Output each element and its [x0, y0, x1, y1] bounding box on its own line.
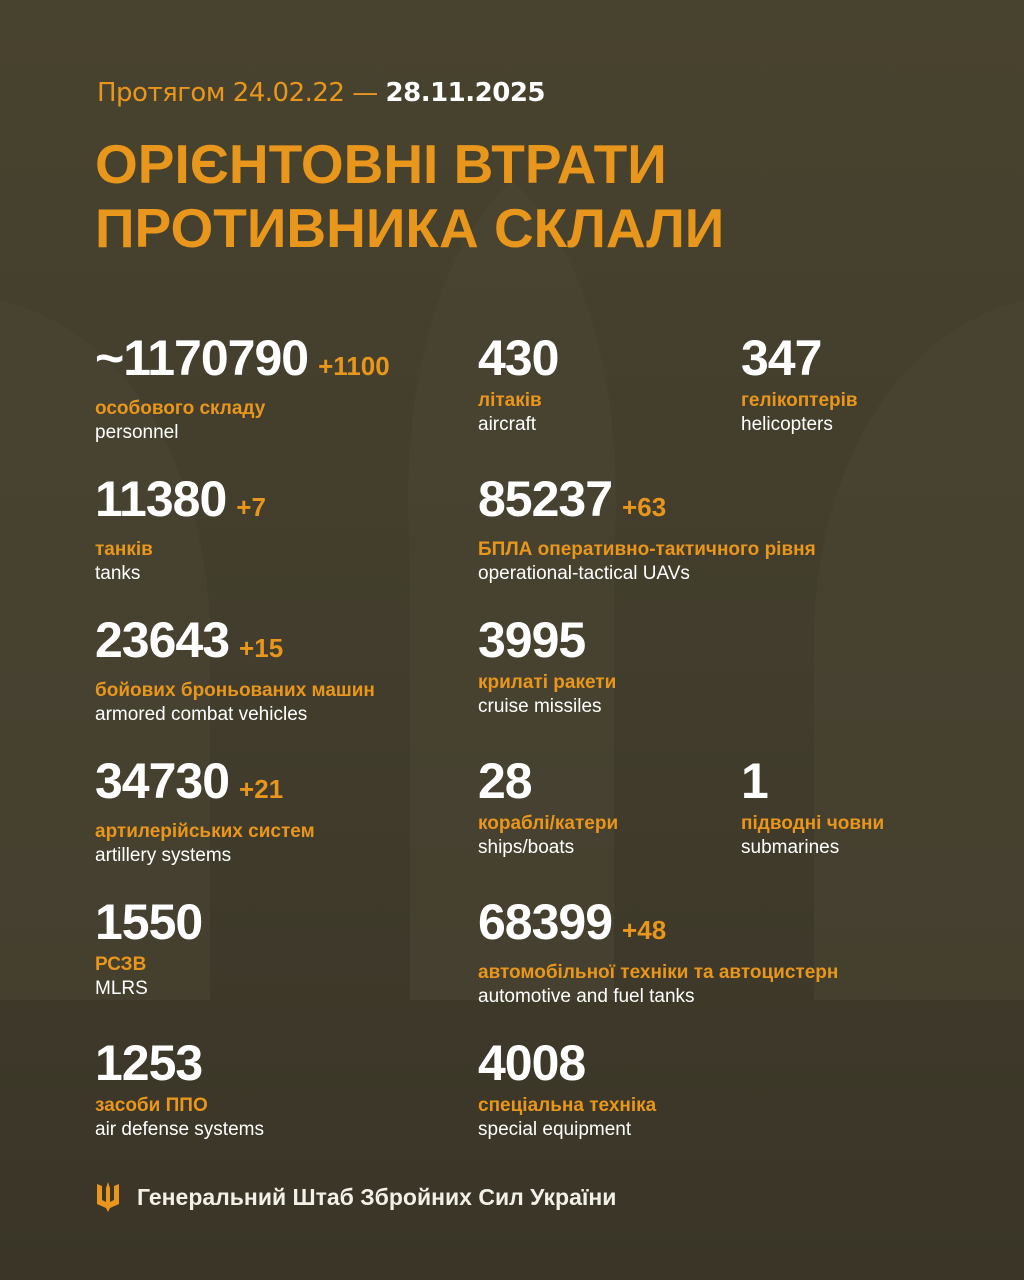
stat-air-defense-systems: 1253 засоби ППО air defense systems [95, 1035, 264, 1141]
stat-delta: +7 [236, 492, 266, 522]
stat-number: 85237 [478, 471, 613, 527]
stat-label-en: helicopters [741, 414, 833, 435]
stat-value: 1253 [95, 1035, 264, 1091]
stat-value: 430 [478, 330, 559, 386]
stat-delta: +48 [622, 915, 667, 945]
stat-value: 3995 [478, 612, 616, 668]
stat-delta: +21 [239, 774, 284, 804]
stat-label-en: automotive and fuel tanks [478, 986, 695, 1007]
stat-label-en: air defense systems [95, 1119, 264, 1140]
stat-artillery-systems: 34730 +21 артилерійських систем artillery s… [95, 753, 315, 867]
stat-label-en: submarines [741, 837, 840, 858]
stat-number: 1550 [95, 894, 203, 950]
stat-value: 4008 [478, 1035, 656, 1091]
stat-value: 1 [741, 753, 884, 809]
stat-number: 1 [741, 753, 769, 809]
stat-armored-combat-vehicles: 23643 +15 бойових броньованих машин armored… [95, 612, 375, 726]
stat-label-en: cruise missiles [478, 696, 602, 717]
stat-number: ~1170790 [95, 330, 309, 386]
stat-label-en: aircraft [478, 414, 537, 435]
stat-label-ua: літаків [478, 390, 542, 411]
trident-icon [97, 1182, 119, 1212]
stat-label-en: armored combat vehicles [95, 704, 308, 725]
stat-label-ua: особового складу [95, 398, 266, 419]
stat-label-ua: кораблі/катери [478, 813, 619, 834]
stat-label-en: tanks [95, 563, 141, 584]
stat-operational-tactical-uavs: 85237 +63 БПЛА оперативно-тактичного рівня… [478, 471, 816, 585]
stat-number: 1253 [95, 1035, 203, 1091]
stat-label-en: operational-tactical UAVs [478, 563, 690, 584]
stat-delta: +1100 [318, 351, 390, 381]
stat-label-en: MLRS [95, 978, 148, 999]
footer: Генеральний Штаб Збройних Сил України [95, 1182, 616, 1212]
period: Протягом 24.02.22 — 28.11.2025 [97, 78, 546, 108]
stat-value: 68399 +48 [478, 894, 838, 958]
stat-mlrs: 1550 РСЗВ MLRS [95, 894, 203, 1000]
stat-delta: +63 [622, 492, 667, 522]
page-title: ОРІЄНТОВНІ ВТРАТИ ПРОТИВНИКА СКЛАЛИ [95, 132, 724, 260]
stat-submarines: 1 підводні човни submarines [741, 753, 884, 859]
stat-number: 28 [478, 753, 533, 809]
stat-number: 347 [741, 330, 822, 386]
stat-label-ua: танків [95, 539, 153, 560]
stat-label-ua: гелікоптерів [741, 390, 858, 411]
stat-delta: +15 [239, 633, 284, 663]
stat-value: 1550 [95, 894, 203, 950]
stat-label-en: artillery systems [95, 845, 232, 866]
stat-number: 11380 [95, 471, 227, 527]
stat-automotive-and-fuel-tanks: 68399 +48 автомобільної техніки та автоцис… [478, 894, 838, 1008]
stat-number: 34730 [95, 753, 230, 809]
title-line-2: ПРОТИВНИКА СКЛАЛИ [95, 197, 725, 259]
title-line-1: ОРІЄНТОВНІ ВТРАТИ [95, 133, 667, 195]
stat-label-ua: підводні човни [741, 813, 885, 834]
period-start: Протягом 24.02.22 — [97, 78, 378, 108]
stat-label-ua: БПЛА оперативно-тактичного рівня [478, 539, 816, 560]
stat-number: 430 [478, 330, 559, 386]
stat-value: 85237 +63 [478, 471, 816, 535]
stat-value: 11380 +7 [95, 471, 266, 535]
stat-number: 4008 [478, 1035, 586, 1091]
stat-number: 3995 [478, 612, 586, 668]
stat-label-ua: засоби ППО [95, 1095, 208, 1116]
stat-value: 23643 +15 [95, 612, 375, 676]
stat-label-ua: бойових броньованих машин [95, 680, 375, 701]
stat-tanks: 11380 +7 танків tanks [95, 471, 266, 585]
stat-value: 34730 +21 [95, 753, 315, 817]
footer-text: Генеральний Штаб Збройних Сил України [137, 1183, 617, 1210]
stat-special-equipment: 4008 спеціальна техніка special equipment [478, 1035, 656, 1141]
stat-cruise-missiles: 3995 крилаті ракети cruise missiles [478, 612, 616, 718]
stat-label-ua: крилаті ракети [478, 672, 617, 693]
stat-label-en: ships/boats [478, 837, 575, 858]
period-end: 28.11.2025 [385, 78, 546, 108]
stat-ships-boats: 28 кораблі/катери ships/boats [478, 753, 618, 859]
stat-label-ua: спеціальна техніка [478, 1095, 657, 1116]
stat-helicopters: 347 гелікоптерів helicopters [741, 330, 858, 436]
stat-personnel: ~1170790 +1100 особового складу personnel [95, 330, 390, 444]
stat-value: ~1170790 +1100 [95, 330, 390, 394]
stat-number: 23643 [95, 612, 230, 668]
stat-value: 28 [478, 753, 618, 809]
stat-label-ua: РСЗВ [95, 954, 147, 975]
stat-aircraft: 430 літаків aircraft [478, 330, 559, 436]
stat-label-ua: автомобільної техніки та автоцистерн [478, 962, 839, 983]
stat-number: 68399 [478, 894, 613, 950]
stat-label-en: special equipment [478, 1119, 632, 1140]
stat-label-ua: артилерійських систем [95, 821, 315, 842]
stat-label-en: personnel [95, 422, 179, 443]
stat-value: 347 [741, 330, 858, 386]
